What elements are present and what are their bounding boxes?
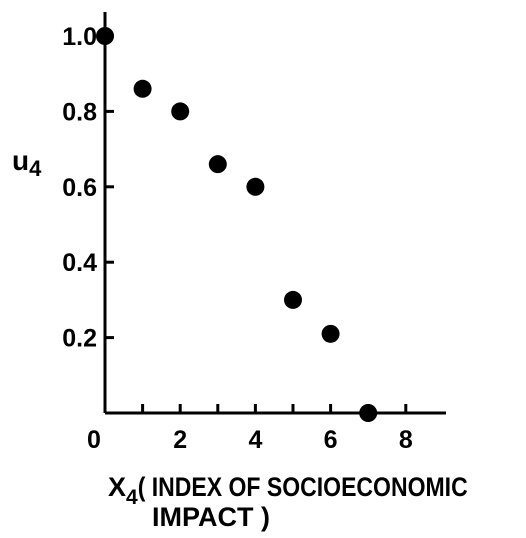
y-axis-label-main: u (12, 145, 29, 176)
data-point (171, 102, 190, 121)
data-point (208, 155, 227, 174)
x-axis-label-sub: 4 (126, 486, 138, 509)
data-point (246, 177, 265, 196)
x-tick-label: 6 (324, 426, 338, 454)
x-axis-label: X4( INDEX OF SOCIOECONOMIC (108, 472, 468, 509)
x-axis-label-line2: IMPACT ) (152, 502, 270, 532)
ticks: 0 2 4 6 8 0.2 0.4 0.6 0.8 1.0 (62, 23, 413, 454)
data-point (284, 290, 302, 309)
x-tick-label: 0 (87, 426, 101, 454)
y-axis-label: u4 (12, 145, 42, 181)
x-tick-label: 8 (399, 426, 413, 454)
x-tick-label: 2 (173, 426, 187, 454)
y-tick-label: 0.6 (62, 174, 97, 202)
data-point (133, 79, 152, 98)
y-tick-label: 0.8 (62, 98, 97, 126)
y-axis-label-sub: 4 (29, 156, 42, 181)
data-point (321, 324, 340, 343)
y-tick-label: 0.4 (62, 249, 97, 277)
x-axis-label-main: X (108, 472, 126, 502)
axes (103, 12, 446, 415)
y-tick-label: 1.0 (62, 23, 97, 51)
y-tick-label: 0.2 (62, 325, 97, 353)
x-axis-label-line1-rest: ( INDEX OF SOCIOECONOMIC (138, 472, 468, 502)
data-points (96, 27, 378, 422)
data-point (96, 27, 114, 45)
x-tick-label: 4 (248, 426, 262, 454)
data-point (359, 404, 378, 422)
